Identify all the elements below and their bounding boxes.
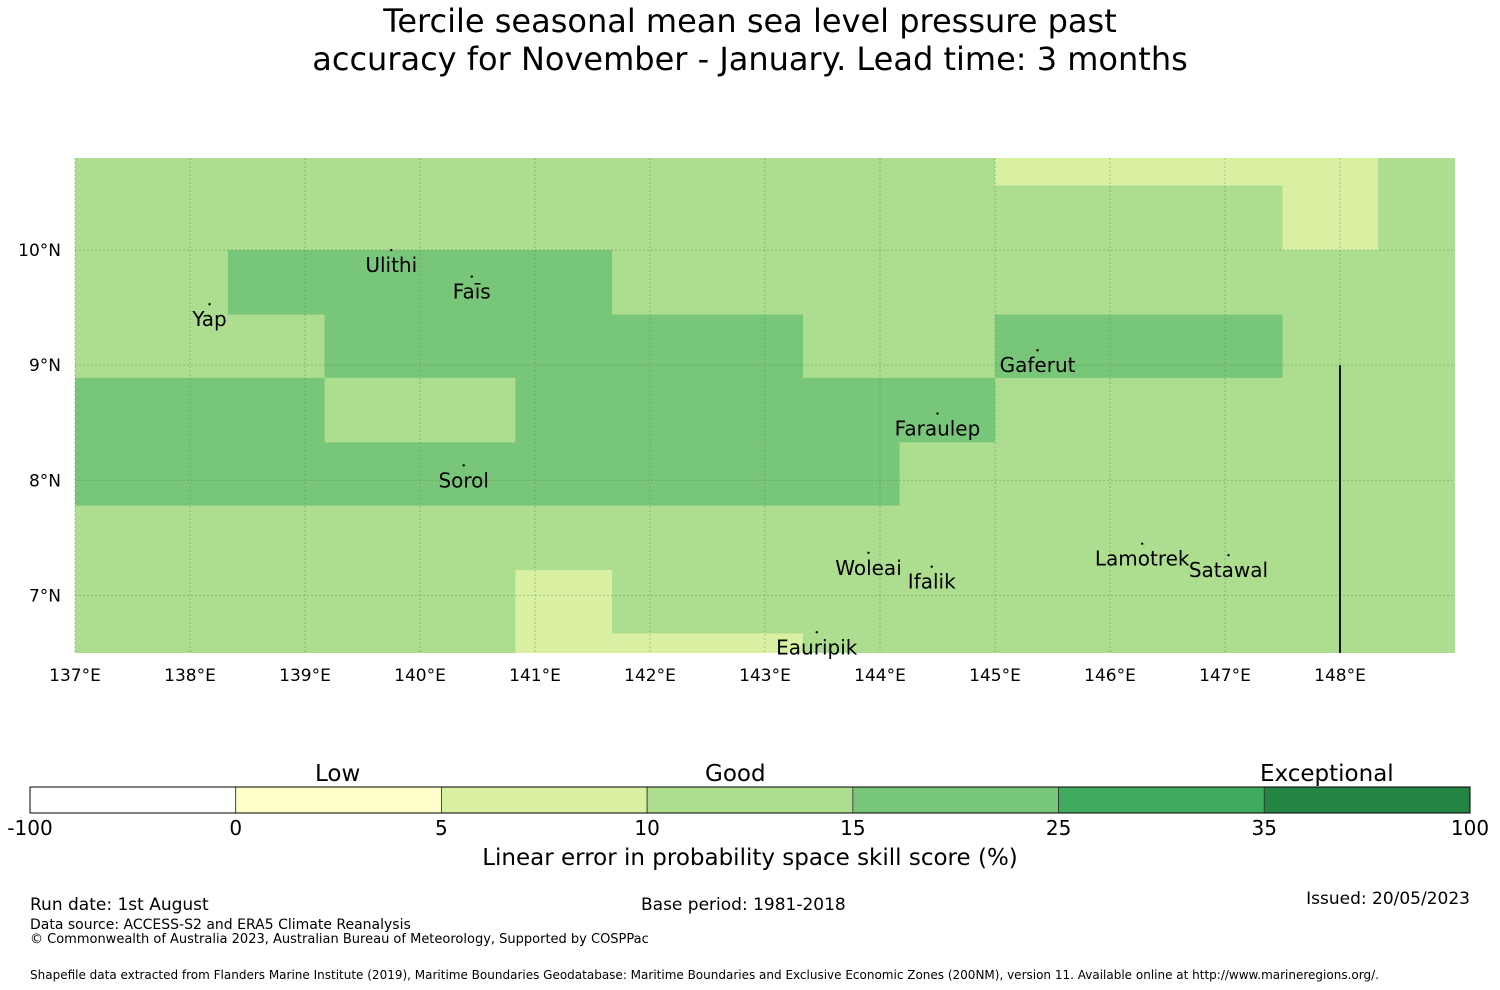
island-label-gaferut: Gaferut bbox=[1000, 353, 1076, 377]
colorbar-label: Linear error in probability space skill … bbox=[482, 845, 1018, 871]
island-label-faīs: Faīs bbox=[453, 280, 491, 304]
island-dot-faraulep bbox=[936, 412, 939, 415]
island-label-ifalik: Ifalik bbox=[908, 570, 956, 594]
colorbar-tick-label: 15 bbox=[840, 816, 865, 840]
island-dot-woleai bbox=[867, 551, 870, 555]
lat-tick-label: 10°N bbox=[18, 241, 61, 261]
skill-cell-9 bbox=[515, 570, 613, 653]
island-dot-gaferut bbox=[1036, 349, 1039, 352]
island-dot-yap bbox=[208, 302, 211, 306]
lat-tick-label: 7°N bbox=[29, 586, 61, 606]
skill-cell-8 bbox=[324, 377, 516, 443]
run-date: Run date: 1st August bbox=[30, 895, 209, 915]
lon-tick-label: 144°E bbox=[854, 666, 906, 686]
colorbar-segment bbox=[441, 786, 648, 814]
lat-tick-label: 8°N bbox=[29, 471, 61, 491]
data-source: Data source: ACCESS-S2 and ERA5 Climate … bbox=[30, 917, 411, 933]
skill-cell-1 bbox=[995, 158, 1378, 186]
island-label-sorol: Sorol bbox=[438, 468, 489, 492]
lon-tick-label: 142°E bbox=[624, 666, 676, 686]
colorbar-tick-label: 25 bbox=[1046, 816, 1071, 840]
island-dot-sorol bbox=[462, 464, 465, 467]
category-low: Low bbox=[315, 761, 361, 787]
island-label-ulithi: Ulithi bbox=[365, 253, 417, 277]
issued-date: Issued: 20/05/2023 bbox=[1306, 889, 1470, 909]
base-period: Base period: 1981-2018 bbox=[641, 895, 846, 915]
island-label-eauripik: Eauripik bbox=[776, 635, 858, 659]
island-label-yap: Yap bbox=[191, 307, 226, 331]
lon-tick-label: 146°E bbox=[1084, 666, 1136, 686]
skill-cell-6 bbox=[75, 377, 995, 443]
shapefile-credit: Shapefile data extracted from Flanders M… bbox=[30, 968, 1379, 982]
lon-tick-label: 141°E bbox=[509, 666, 561, 686]
colorbar-tick-label: 10 bbox=[634, 816, 659, 840]
graticule bbox=[74, 158, 1455, 653]
colorbar-tick-label: -100 bbox=[7, 816, 52, 840]
island-dot-ulithi bbox=[390, 248, 393, 252]
category-exceptional: Exceptional bbox=[1260, 761, 1394, 787]
colorbar-frame bbox=[29, 786, 1471, 814]
skill-cells bbox=[75, 158, 1455, 653]
skill-cell-7 bbox=[75, 442, 900, 506]
copyright: © Commonwealth of Australia 2023, Austra… bbox=[30, 932, 649, 947]
latitude-ticks: 10°N 9°N 8°N 7°N bbox=[18, 241, 61, 606]
lon-tick-label: 138°E bbox=[164, 666, 216, 686]
lon-tick-label: 147°E bbox=[1199, 666, 1251, 686]
island-dot-satawal bbox=[1227, 553, 1230, 557]
lon-tick-label: 148°E bbox=[1314, 666, 1366, 686]
skill-cell-3 bbox=[227, 250, 613, 315]
island-dot-eauripik bbox=[815, 631, 818, 634]
island-dot-ifalik bbox=[930, 565, 933, 568]
skill-cell-4 bbox=[324, 314, 803, 378]
colorbar-tick-label: 5 bbox=[435, 816, 448, 840]
lon-tick-label: 145°E bbox=[969, 666, 1021, 686]
colorbar: -100 0 5 10 15 25 35 100 bbox=[7, 786, 1489, 840]
skill-cell-10 bbox=[612, 633, 803, 653]
lon-tick-label: 140°E bbox=[394, 666, 446, 686]
island-label-woleai: Woleai bbox=[835, 556, 902, 580]
skill-cell-5 bbox=[995, 314, 1283, 378]
title-line-1: Tercile seasonal mean sea level pressure… bbox=[383, 2, 1117, 40]
colorbar-segment bbox=[235, 786, 442, 814]
colorbar-segment bbox=[852, 786, 1059, 814]
island-label-satawal: Satawal bbox=[1189, 558, 1268, 582]
colorbar-segment bbox=[1263, 786, 1471, 814]
lon-tick-label: 137°E bbox=[49, 666, 101, 686]
lon-tick-label: 139°E bbox=[279, 666, 331, 686]
island-label-lamotrek: Lamotrek bbox=[1095, 547, 1190, 571]
title-line-2: accuracy for November - January. Lead ti… bbox=[312, 40, 1188, 78]
colorbar-tick-label: 35 bbox=[1252, 816, 1277, 840]
colorbar-segment bbox=[29, 786, 237, 814]
island-dot-faīs bbox=[470, 275, 473, 278]
lon-tick-label: 143°E bbox=[739, 666, 791, 686]
colorbar-tick-label: 100 bbox=[1451, 816, 1489, 840]
colorbar-segment bbox=[1058, 786, 1265, 814]
colorbar-segment bbox=[646, 786, 854, 814]
category-good: Good bbox=[705, 761, 766, 787]
island-label-faraulep: Faraulep bbox=[895, 417, 981, 441]
skill-cell-2 bbox=[1282, 185, 1378, 251]
island-dot-lamotrek bbox=[1141, 542, 1144, 545]
island-markers: Ulithi Faīs Yap Gaferut Faraulep Sorol WoleaiI… bbox=[191, 248, 1268, 659]
lat-tick-label: 9°N bbox=[29, 356, 61, 376]
longitude-ticks: 137°E 138°E 139°E 140°E 141°E 142°E 143°E 144°E… bbox=[49, 666, 1366, 686]
colorbar-tick-label: 0 bbox=[229, 816, 242, 840]
